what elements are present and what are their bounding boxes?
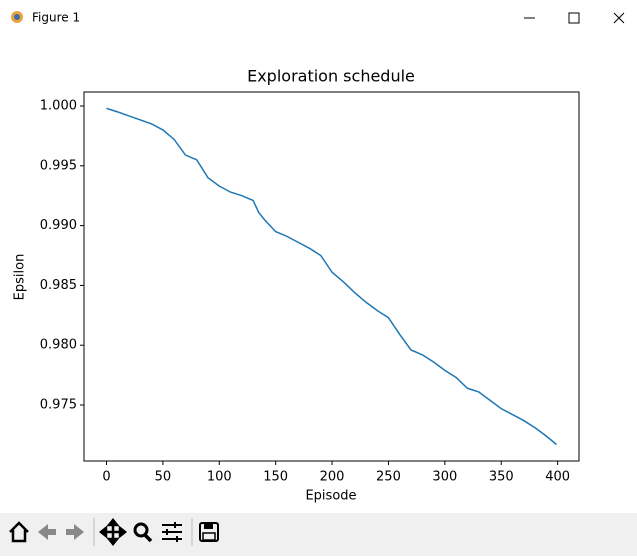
title-bar xyxy=(0,0,637,36)
x-tick-label: 50 xyxy=(155,470,172,485)
line xyxy=(106,107,557,446)
y-tick-label: 0.980 xyxy=(40,338,77,353)
chart-title: Exploration schedule xyxy=(247,67,415,86)
save-button[interactable] xyxy=(199,522,219,542)
x-tick-label: 100 xyxy=(207,470,232,485)
back-button[interactable] xyxy=(38,524,56,540)
plot-frame xyxy=(83,91,580,462)
chart: Exploration schedule Episode Epsilon 0 50… xyxy=(13,67,580,504)
x-tick-label: 200 xyxy=(320,470,345,485)
window-title: Figure 1 xyxy=(32,11,80,25)
configure-button[interactable] xyxy=(162,522,182,542)
y-tick-label: 0.985 xyxy=(40,278,77,293)
x-tick-label: 400 xyxy=(545,470,570,485)
forward-button[interactable] xyxy=(66,524,84,540)
pan-button[interactable] xyxy=(98,517,128,547)
x-tick-label: 300 xyxy=(432,470,457,485)
y-axis-label: Epsilon xyxy=(13,254,28,301)
y-tick-label: 0.990 xyxy=(40,218,77,233)
zoom-button[interactable] xyxy=(133,522,153,543)
close-button[interactable] xyxy=(613,12,625,24)
x-axis-label: Episode xyxy=(305,489,356,504)
x-tick-label: 250 xyxy=(376,470,401,485)
x-tick-label: 0 xyxy=(102,470,110,485)
x-tick-label: 150 xyxy=(263,470,288,485)
y-tick-label: 0.995 xyxy=(40,158,77,173)
home-button[interactable] xyxy=(9,521,29,543)
y-tick-label: 0.975 xyxy=(40,398,77,413)
app-icon xyxy=(11,11,23,23)
maximize-button[interactable] xyxy=(568,12,580,24)
toolbar xyxy=(0,513,637,556)
y-tick-label: 1.000 xyxy=(40,98,77,113)
x-tick-label: 350 xyxy=(489,470,514,485)
